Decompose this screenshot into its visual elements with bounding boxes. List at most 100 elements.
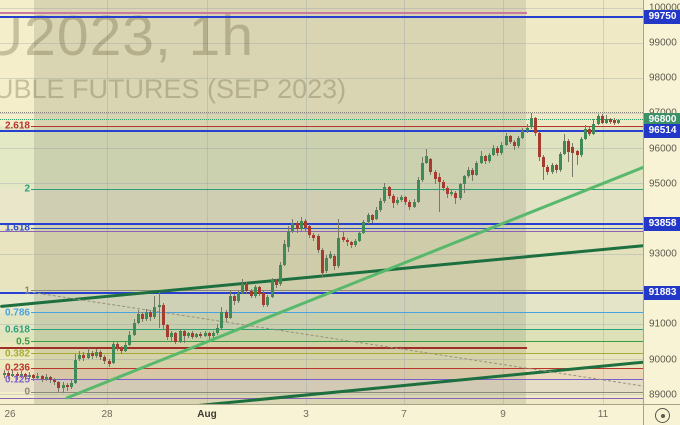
- vertical-gridline: [602, 0, 604, 404]
- candle-body: [241, 283, 244, 293]
- candle-body: [99, 352, 102, 357]
- candle-body: [505, 136, 508, 145]
- candle-body: [87, 353, 90, 358]
- candle-body: [116, 344, 119, 348]
- fib-level-label: 2.618: [4, 120, 30, 132]
- candle-body: [375, 210, 378, 219]
- candle-body: [32, 374, 35, 378]
- horizontal-gridline: [0, 323, 643, 325]
- fib-level-line[interactable]: [31, 329, 643, 331]
- fib-level-line[interactable]: [31, 367, 643, 369]
- candle-body: [237, 292, 240, 302]
- price-axis-label: 97000: [649, 108, 677, 119]
- horizontal-price-line[interactable]: [0, 129, 643, 132]
- candle-body: [350, 242, 353, 246]
- fib-level-line[interactable]: [31, 125, 643, 127]
- fib-level-line[interactable]: [31, 353, 643, 355]
- candle-body: [346, 239, 349, 243]
- candle-body: [551, 165, 554, 173]
- candle-body: [555, 165, 558, 171]
- candle-wick: [67, 383, 68, 392]
- fib-level-line[interactable]: [31, 379, 643, 381]
- horizontal-gridline: [0, 148, 643, 150]
- candle-body: [429, 159, 432, 173]
- candle-body: [601, 115, 604, 123]
- horizontal-price-line[interactable]: [0, 230, 643, 232]
- fib-level-line[interactable]: [31, 341, 643, 343]
- candle-body: [517, 138, 520, 147]
- scale-settings-corner[interactable]: [643, 404, 680, 425]
- candle-body: [333, 255, 336, 267]
- candle-body: [91, 353, 94, 356]
- candle-body: [467, 169, 470, 177]
- horizontal-gridline: [0, 112, 643, 114]
- candle-body: [475, 163, 478, 175]
- fib-level-line[interactable]: [31, 312, 643, 313]
- candle-body: [459, 184, 462, 199]
- horizontal-gridline: [0, 7, 643, 9]
- candle-body: [287, 231, 290, 247]
- candle-body: [145, 312, 148, 320]
- chart-plot-area[interactable]: U2023, 1h UBLE FUTURES (SEP 2023) 2.618 2…: [0, 0, 643, 404]
- target-icon[interactable]: [655, 408, 670, 423]
- candle-body: [179, 331, 182, 342]
- horizontal-gridline: [0, 183, 643, 185]
- fib-level-line[interactable]: [31, 188, 643, 190]
- candle-body: [500, 144, 503, 154]
- candle-wick: [159, 292, 160, 328]
- candle-body: [41, 376, 44, 379]
- candle-body: [538, 133, 541, 158]
- candle-body: [617, 120, 620, 123]
- candle-body: [371, 215, 374, 221]
- price-axis-label: 98000: [649, 72, 677, 84]
- candle-body: [108, 361, 111, 364]
- horizontal-price-line[interactable]: [0, 222, 643, 225]
- fib-level-label: 1: [24, 285, 30, 297]
- time-axis-label: 26: [4, 409, 16, 420]
- horizontal-price-line[interactable]: [0, 15, 643, 18]
- price-scale[interactable]: 100000 99000 98000 97000 96000 95000 93000 9100…: [643, 0, 680, 404]
- price-axis-label: 95000: [649, 178, 677, 190]
- candle-body: [425, 155, 428, 163]
- candle-body: [388, 187, 391, 197]
- time-axis-label: 7: [401, 409, 407, 420]
- candle-body: [3, 372, 6, 375]
- candle-body: [153, 306, 156, 318]
- fib-zone-fill: [0, 329, 643, 342]
- candle-body: [329, 254, 332, 258]
- horizontal-price-line[interactable]: [0, 346, 527, 349]
- candle-wick: [439, 172, 440, 213]
- candle-body: [337, 238, 340, 267]
- fib-zone-fill: [0, 126, 643, 190]
- candle-body: [225, 312, 228, 319]
- candle-body: [580, 138, 583, 156]
- time-scale[interactable]: 26 28 Aug 3 7 9 11: [0, 404, 643, 425]
- candle-body: [492, 147, 495, 155]
- candle-body: [300, 220, 303, 230]
- candle-body: [530, 118, 533, 128]
- candle-body: [383, 187, 386, 202]
- candle-body: [191, 333, 194, 337]
- candle-body: [584, 128, 587, 139]
- candle-body: [542, 157, 545, 167]
- candle-body: [74, 359, 77, 383]
- candle-wick: [572, 143, 573, 177]
- candle-body: [471, 169, 474, 175]
- candle-body: [342, 237, 345, 240]
- price-axis-label: 96000: [649, 143, 677, 155]
- horizontal-price-line[interactable]: [0, 398, 643, 400]
- horizontal-price-line[interactable]: [0, 11, 527, 14]
- candle-body: [133, 322, 136, 335]
- candle-body: [20, 374, 23, 377]
- candle-body: [362, 222, 365, 233]
- candle-body: [149, 312, 152, 318]
- candle-body: [417, 180, 420, 203]
- fib-level-line[interactable]: [31, 227, 643, 229]
- candle-body: [588, 128, 591, 134]
- candle-body: [204, 333, 207, 336]
- candle-body: [166, 325, 169, 337]
- candle-wick: [472, 167, 473, 182]
- candle-body: [45, 377, 48, 379]
- candle-body: [513, 141, 516, 147]
- candle-body: [36, 376, 39, 378]
